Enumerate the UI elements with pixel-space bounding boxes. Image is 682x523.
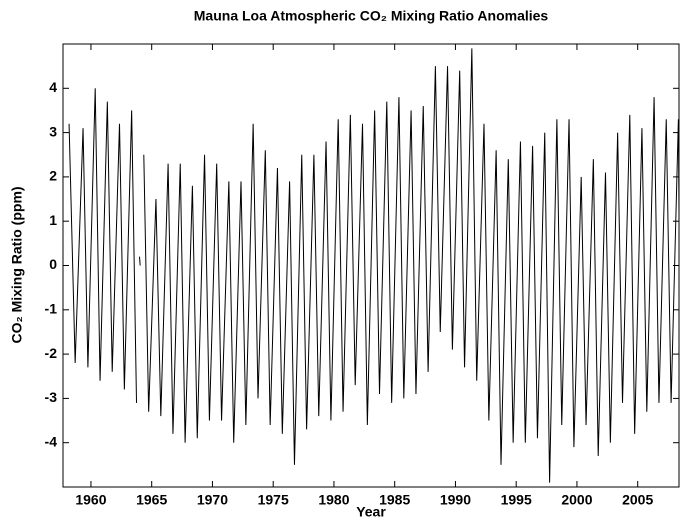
- x-tick-label: 1985: [379, 492, 410, 508]
- y-tick-label: 4: [49, 79, 57, 95]
- y-tick-label: -3: [45, 389, 58, 405]
- chart-title: Mauna Loa Atmospheric CO₂ Mixing Ratio A…: [194, 8, 549, 24]
- y-tick-label: -2: [45, 345, 58, 361]
- y-tick-label: 1: [49, 212, 57, 228]
- x-tick-label: 2005: [622, 492, 653, 508]
- x-tick-label: 1975: [258, 492, 289, 508]
- y-tick-label: 0: [49, 256, 57, 272]
- x-tick-label: 1995: [501, 492, 532, 508]
- x-tick-label: 1990: [440, 492, 471, 508]
- y-tick-label: 3: [49, 123, 57, 139]
- y-tick-label: -1: [45, 301, 58, 317]
- x-axis-label: Year: [356, 504, 386, 520]
- y-tick-label: -4: [45, 433, 58, 449]
- x-tick-label: 1970: [197, 492, 228, 508]
- x-tick-label: 1965: [136, 492, 167, 508]
- y-tick-label: 2: [49, 168, 57, 184]
- data-line: [68, 48, 680, 483]
- x-tick-label: 1980: [318, 492, 349, 508]
- y-axis-label: CO₂ Mixing Ratio (ppm): [9, 186, 25, 343]
- x-tick-label: 2000: [561, 492, 592, 508]
- x-tick-label: 1960: [75, 492, 106, 508]
